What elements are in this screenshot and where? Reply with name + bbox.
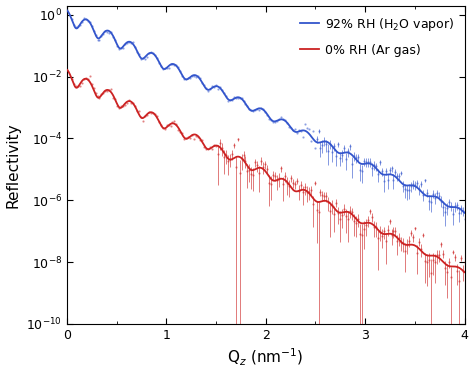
- 92% RH (H$_2$O vapor): [454, 205, 459, 210]
- 0% RH (Ar gas): [133, 107, 139, 111]
- 0% RH (Ar gas): [454, 264, 459, 269]
- 92% RH (H$_2$O vapor): [133, 47, 139, 52]
- 92% RH (H$_2$O vapor): [411, 184, 417, 188]
- 0% RH (Ar gas): [234, 154, 240, 159]
- Y-axis label: Reflectivity: Reflectivity: [6, 122, 20, 208]
- 0% RH (Ar gas): [462, 270, 467, 275]
- 92% RH (H$_2$O vapor): [217, 85, 222, 90]
- Legend: 92% RH (H$_2$O vapor), 0% RH (Ar gas): 92% RH (H$_2$O vapor), 0% RH (Ar gas): [296, 12, 458, 61]
- 0% RH (Ar gas): [64, 68, 70, 72]
- Line: 0% RH (Ar gas): 0% RH (Ar gas): [67, 70, 465, 272]
- 0% RH (Ar gas): [217, 145, 222, 149]
- X-axis label: Q$_z$ (nm$^{-1}$): Q$_z$ (nm$^{-1}$): [228, 347, 304, 368]
- 0% RH (Ar gas): [110, 92, 116, 97]
- 92% RH (H$_2$O vapor): [462, 211, 467, 215]
- 92% RH (H$_2$O vapor): [64, 8, 70, 13]
- 92% RH (H$_2$O vapor): [110, 33, 116, 37]
- Line: 92% RH (H$_2$O vapor): 92% RH (H$_2$O vapor): [67, 10, 465, 213]
- 92% RH (H$_2$O vapor): [234, 95, 240, 99]
- 0% RH (Ar gas): [411, 243, 417, 247]
